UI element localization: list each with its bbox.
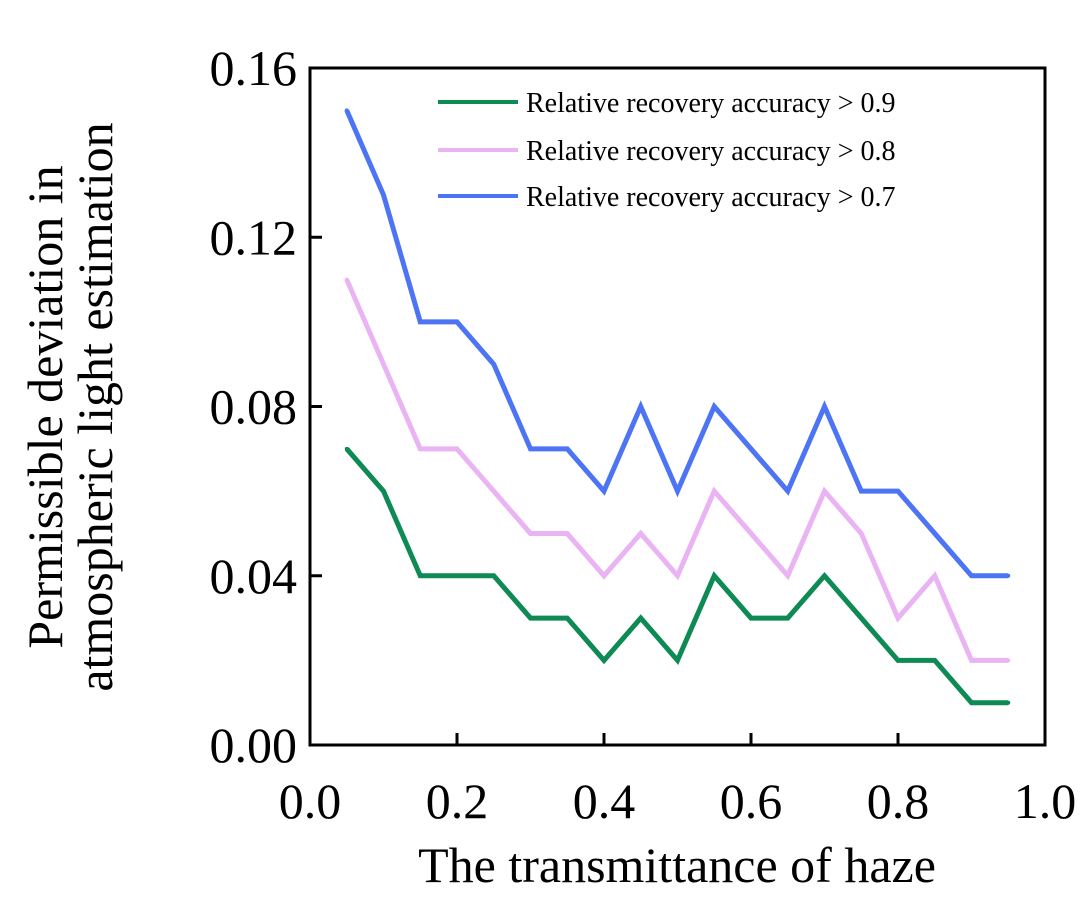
series-line-1	[344, 278, 1009, 663]
series-line-2	[344, 109, 1009, 579]
data-point	[785, 489, 790, 494]
data-point	[822, 489, 827, 494]
data-point	[381, 192, 386, 197]
data-point	[712, 489, 717, 494]
legend: Relative recovery accuracy > 0.9 Relativ…	[438, 88, 895, 213]
y-tick-label: 0.08	[210, 379, 298, 435]
data-point	[491, 362, 496, 367]
data-point	[712, 404, 717, 409]
data-point	[822, 573, 827, 578]
data-point	[455, 446, 459, 451]
data-point	[528, 616, 533, 621]
data-point	[638, 404, 643, 409]
data-point	[344, 446, 349, 451]
data-point	[565, 531, 570, 536]
data-point	[565, 616, 570, 621]
y-tick-label: 0.00	[210, 717, 298, 773]
ticks-layer: 0.0 0.2 0.4 0.6 0.8 1.0 0.00 0.04 0.08 0.12 0.16	[210, 40, 1077, 829]
data-point	[969, 658, 974, 663]
data-point	[859, 531, 864, 536]
legend-label-1: Relative recovery accuracy > 0.8	[526, 136, 895, 167]
data-point	[565, 446, 570, 451]
y-axis-title: Permissible deviation in atmospheric lig…	[17, 122, 123, 691]
data-point	[602, 489, 606, 494]
data-point	[455, 573, 459, 578]
data-point	[638, 531, 643, 536]
data-point	[602, 573, 606, 578]
data-point	[418, 573, 423, 578]
x-tick-label: 0.6	[720, 773, 783, 829]
data-point	[675, 489, 680, 494]
data-point	[344, 277, 349, 282]
y-tick-label: 0.16	[210, 40, 298, 96]
y-tick-label: 0.12	[210, 209, 298, 265]
data-point	[785, 573, 790, 578]
data-point	[455, 319, 459, 324]
y-axis-title-line-1: Permissible deviation in	[17, 165, 73, 648]
data-point	[969, 573, 974, 578]
data-point	[344, 108, 349, 113]
data-point	[969, 700, 974, 705]
data-point	[785, 616, 790, 621]
data-point	[1006, 573, 1011, 578]
data-point	[822, 404, 827, 409]
x-tick-label: 0.0	[279, 773, 342, 829]
y-axis-title-line-2: atmospheric light estimation	[67, 122, 123, 691]
data-point	[638, 616, 643, 621]
legend-label-2: Relative recovery accuracy > 0.7	[526, 182, 895, 213]
series-layer	[344, 108, 1011, 706]
y-tick-label: 0.04	[210, 548, 298, 604]
data-point	[859, 489, 864, 494]
data-point	[491, 489, 496, 494]
legend-label-0: Relative recovery accuracy > 0.9	[526, 88, 895, 119]
data-point	[749, 616, 753, 621]
data-point	[1006, 658, 1011, 663]
data-point	[932, 531, 937, 536]
data-point	[1006, 700, 1011, 705]
data-point	[712, 573, 717, 578]
data-point	[491, 573, 496, 578]
data-point	[932, 658, 937, 663]
data-point	[602, 658, 606, 663]
x-tick-label: 0.4	[573, 773, 636, 829]
data-point	[675, 573, 680, 578]
data-point	[418, 446, 423, 451]
x-tick-label: 0.2	[426, 773, 489, 829]
data-point	[749, 531, 753, 536]
data-point	[381, 362, 386, 367]
data-point	[528, 446, 533, 451]
x-axis-title: The transmittance of haze	[418, 837, 936, 893]
data-point	[896, 616, 900, 621]
data-point	[381, 489, 386, 494]
data-point	[896, 489, 900, 494]
data-point	[859, 616, 864, 621]
data-point	[749, 446, 753, 451]
x-tick-label: 0.8	[867, 773, 930, 829]
data-point	[932, 573, 937, 578]
data-point	[528, 531, 533, 536]
data-point	[418, 319, 423, 324]
data-point	[675, 658, 680, 663]
data-point	[896, 658, 900, 663]
plot-frame	[308, 66, 1047, 747]
x-tick-label: 1.0	[1014, 773, 1077, 829]
